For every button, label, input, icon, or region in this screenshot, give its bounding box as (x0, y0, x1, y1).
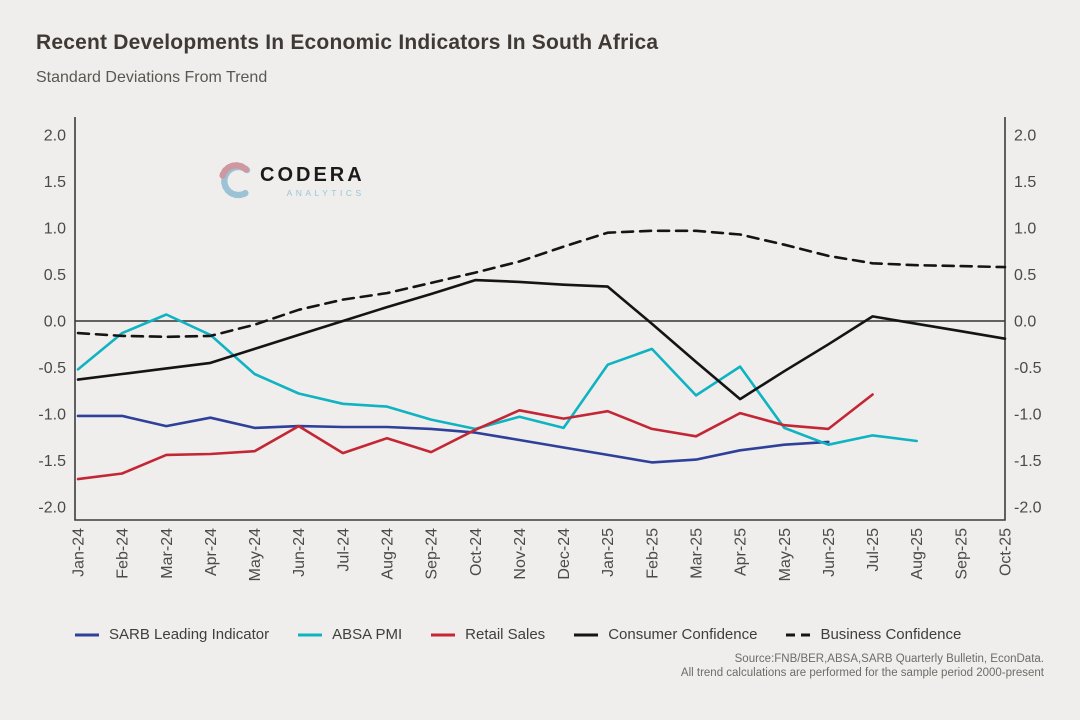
series-line-business-confidence (76, 229, 1007, 339)
source-line-1: Source:FNB/BER,ABSA,SARB Quarterly Bulle… (734, 653, 1044, 665)
y-tick-label-right: -1.5 (1014, 453, 1042, 470)
legend-item-business-confidence: Business Confidence (785, 626, 961, 643)
page-subtitle: Standard Deviations From Trend (36, 69, 268, 86)
y-tick-label-left: 0.0 (44, 314, 66, 331)
x-tick-label: Aug-25 (909, 528, 926, 580)
y-tick-label-left: 1.5 (44, 174, 66, 191)
y-tick-label-right: 2.0 (1014, 128, 1036, 145)
y-tick-label-right: 1.5 (1014, 174, 1036, 191)
legend-label: Consumer Confidence (608, 626, 758, 643)
y-tick-label-right: -1.0 (1014, 407, 1042, 424)
legend-label: ABSA PMI (332, 626, 403, 643)
y-tick-label-left: -1.5 (38, 453, 66, 470)
x-tick-label: Jan-24 (71, 528, 88, 577)
page-title: Recent Developments In Economic Indicato… (36, 31, 659, 54)
legend-marker-retail-sales (431, 633, 456, 636)
x-tick-label: Oct-25 (998, 528, 1015, 576)
legend-marker-consumer-confidence (574, 633, 599, 636)
y-tick-label-left: -0.5 (38, 360, 66, 377)
legend-item-retail-sales: Retail Sales (430, 626, 545, 643)
series-line-consumer-confidence (76, 278, 1007, 401)
x-tick-label: Oct-24 (468, 528, 485, 576)
x-tick-label: Sep-25 (953, 528, 970, 580)
y-tick-label-right: -2.0 (1014, 500, 1042, 517)
x-tick-label: May-25 (777, 528, 794, 581)
y-tick-label-left: 2.0 (44, 128, 66, 145)
x-tick-label: Nov-24 (512, 528, 529, 580)
x-tick-label: Dec-24 (556, 528, 573, 580)
x-tick-label: Jan-25 (600, 528, 617, 577)
x-tick-label: Jul-24 (335, 528, 352, 572)
x-tick-label: May-24 (247, 528, 264, 581)
codera-logo-icon (218, 162, 251, 199)
x-tick-label: Jun-24 (291, 528, 308, 577)
x-tick-label: Sep-24 (424, 528, 441, 580)
y-tick-label-right: 0.5 (1014, 267, 1036, 284)
legend-label: SARB Leading Indicator (109, 626, 270, 643)
logo-subtitle: ANALYTICS (286, 188, 365, 198)
y-tick-label-left: 0.5 (44, 267, 66, 284)
series-line-absa-pmi (76, 313, 919, 447)
legend-label: Business Confidence (820, 626, 962, 643)
legend-marker-business-confidence (786, 633, 811, 636)
y-tick-label-right: 1.0 (1014, 221, 1036, 238)
axis-frame (74, 117, 1006, 521)
legend-item-absa-pmi: ABSA PMI (297, 626, 402, 643)
source-note: Source:FNB/BER,ABSA,SARB Quarterly Bulle… (681, 652, 1044, 680)
codera-logo: CODERA ANALYTICS (216, 161, 365, 201)
chart-legend: SARB Leading Indicator ABSA PMI Retail Sal… (74, 626, 1020, 643)
legend-marker-absa-pmi (298, 633, 323, 636)
y-tick-label-right: 0.0 (1014, 314, 1036, 331)
legend-marker-sarb-leading-indicator (75, 633, 99, 636)
legend-label: Retail Sales (465, 626, 546, 643)
y-tick-label-left: -1.0 (38, 407, 66, 424)
x-tick-label: Feb-24 (115, 528, 132, 579)
x-tick-label: Mar-24 (159, 528, 176, 579)
logo-name: CODERA (260, 164, 365, 186)
y-tick-label-left: -2.0 (38, 500, 66, 517)
source-line-2: All trend calculations are performed for… (680, 667, 1044, 679)
x-tick-label: Apr-24 (203, 528, 220, 576)
x-tick-label: Jul-25 (865, 528, 882, 572)
x-tick-label: Apr-25 (733, 528, 750, 576)
legend-item-consumer-confidence: Consumer Confidence (573, 626, 757, 643)
y-tick-label-left: 1.0 (44, 221, 66, 238)
y-tick-label-right: -0.5 (1014, 360, 1042, 377)
legend-item-sarb-leading-indicator: SARB Leading Indicator (74, 626, 269, 643)
x-tick-label: Jun-25 (821, 528, 838, 577)
x-tick-label: Aug-24 (380, 528, 397, 580)
x-tick-label: Mar-25 (689, 528, 706, 579)
x-tick-label: Feb-25 (644, 528, 661, 579)
series-line-retail-sales (76, 393, 874, 481)
series-line-sarb-leading-indicator (76, 414, 830, 464)
